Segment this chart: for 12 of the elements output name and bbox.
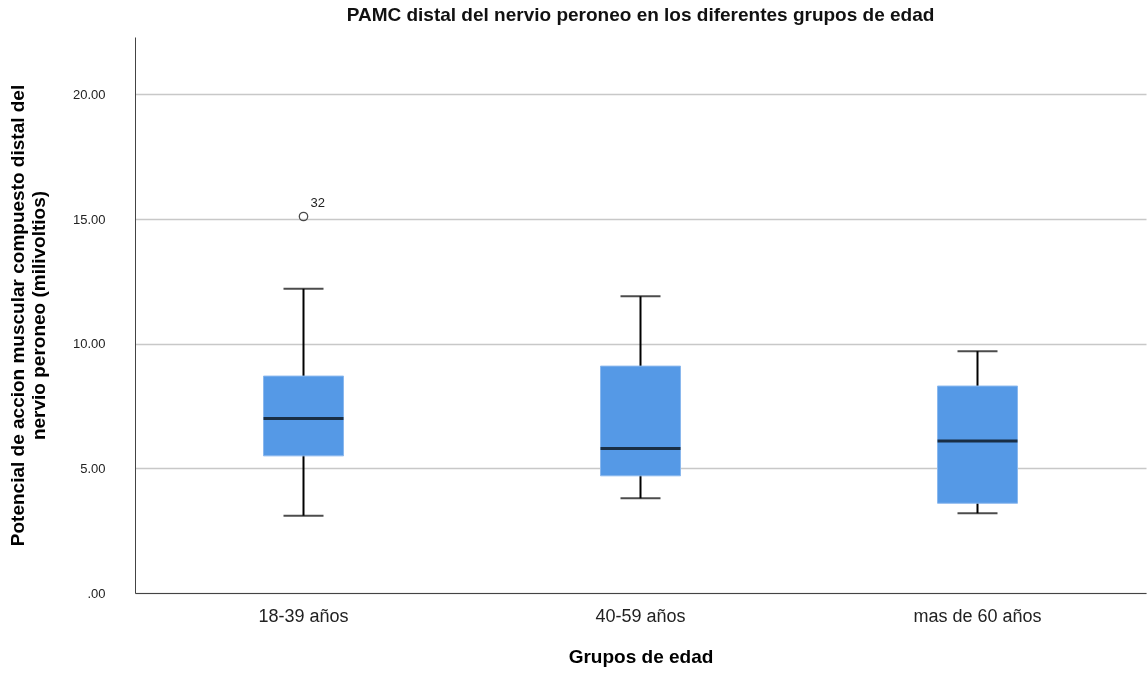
y-tick-label: 10.00	[72, 336, 106, 352]
x-tick-label: mas de 60 años	[913, 605, 1042, 626]
y-tick-label: 15.00	[72, 211, 106, 227]
y-tick-label: .00	[87, 585, 106, 601]
y-axis-title: Potencial de accion muscular compuesto distal del nervio peroneo (milivoltios)	[6, 84, 49, 547]
x-axis-title: Grupos de edad	[568, 645, 714, 667]
x-tick-label: 18-39 años	[258, 605, 349, 626]
x-tick-label: 40-59 años	[595, 605, 686, 626]
y-tick-label: 20.00	[72, 86, 106, 102]
chart-title: PAMC distal del nervio peroneo en los diferentes grupos de edad	[346, 4, 935, 25]
annotation: 32	[310, 194, 325, 210]
y-tick-label: 5.00	[80, 460, 106, 476]
